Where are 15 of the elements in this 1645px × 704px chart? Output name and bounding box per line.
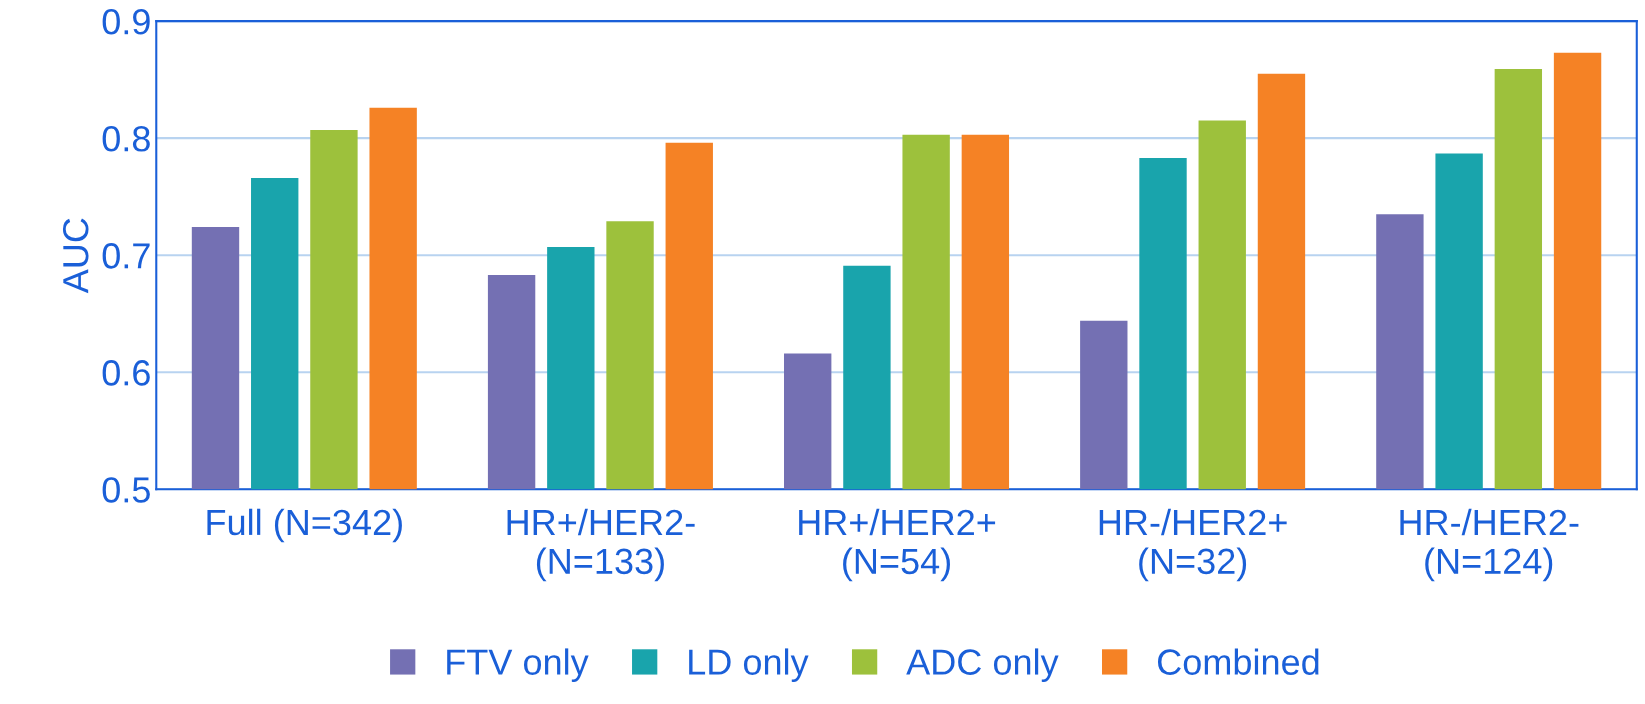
x-tick-label: HR+/HER2+ (N=54) [799,508,996,582]
legend-label: Combined [1157,648,1319,675]
y-tick-label: 0.9 [102,8,150,35]
y-tick-label: 0.7 [102,243,150,269]
legend-label: FTV only [447,648,589,683]
legend-label: LD only [689,648,809,683]
x-tick-label: Full (N=342) [207,508,402,543]
y-tick-label: 0.5 [102,477,150,503]
x-tick-label: HR-/HER2- (N=124) [1400,508,1579,582]
legend-label: ADC only [906,648,1059,683]
x-tick-label: HR-/HER2+ (N=32) [1099,508,1287,582]
y-tick-label: 0.8 [102,126,150,152]
y-tick-label: 0.6 [102,360,150,386]
x-tick-label: HR+/HER2- (N=133) [507,508,695,582]
y-axis-title: AUC [62,218,89,294]
